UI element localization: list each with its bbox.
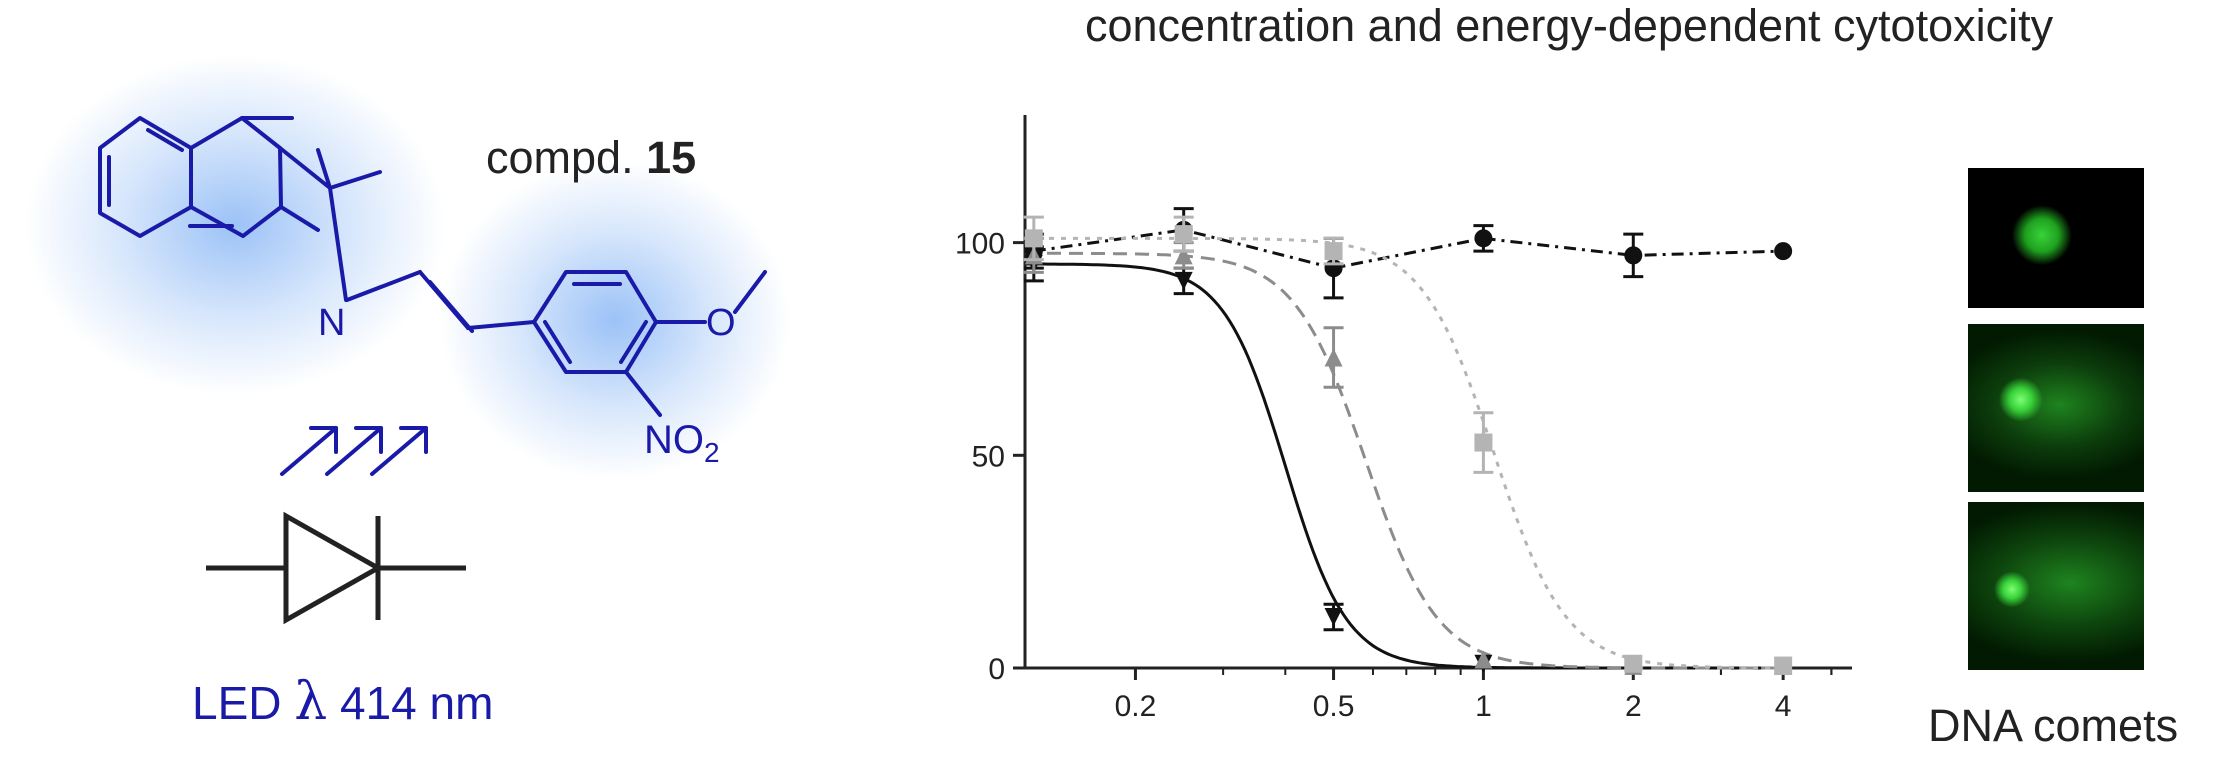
comet-panel-1 [1968,168,2144,308]
nitro-label: NO2 [644,418,720,469]
compound-number: 15 [646,132,697,183]
data-point-s3-3 [1324,348,1343,367]
series-2-line [1025,262,1784,670]
comet-panel-3 [1968,502,2144,670]
data-point-s3-2 [1174,246,1193,265]
glow-left [25,55,445,395]
data-point-s1-4 [1474,229,1493,248]
data-point-s4-3 [1324,242,1343,261]
data-point-s2-3 [1324,607,1343,626]
chart-fit-curves [1025,228,1784,670]
data-point-s4-2 [1174,225,1193,244]
led-wavelength: 414 nm [340,677,494,729]
x-tick-label: 0.2 [1115,690,1157,723]
data-point-s2-2 [1174,271,1193,290]
led-label: LED λ 414 nm [192,672,493,732]
data-point-s1-5 [1624,246,1643,265]
compound-label: compd. 15 [486,132,696,184]
x-tick-label: 0.5 [1313,690,1355,723]
x-tick-label: 2 [1625,690,1642,723]
data-point-s4-6 [1774,656,1793,675]
chart-axes: 0 50 100 0.2 0.5 1 2 4 [955,115,1852,723]
series-1-line [1033,228,1784,270]
oxygen-label: O [706,302,736,344]
comet-panel-2 [1968,324,2144,492]
compound-prefix: compd. [486,132,634,183]
nitro-subscript: 2 [704,437,720,468]
x-tick-label: 1 [1475,690,1492,723]
y-tick-label: 100 [955,228,1005,261]
lambda-symbol: λ [294,672,328,732]
chart-title: concentration and energy-dependent cytot… [1085,0,2054,51]
data-point-s4-5 [1624,654,1643,673]
series-3-line [1025,251,1784,670]
glow-right [440,160,790,480]
x-tick-label: 4 [1775,690,1792,723]
led-prefix: LED [192,677,282,729]
nitrogen-label: N [318,302,346,344]
y-tick-label: 50 [972,440,1005,473]
data-point-s4-1 [1024,229,1043,248]
comets-label: DNA comets [1928,700,2179,751]
chart-markers [1023,207,1793,675]
series-4-line [1025,236,1784,670]
data-point-s4-4 [1474,433,1493,452]
nitro-text: NO [644,418,704,462]
molecule-illustration [25,55,790,625]
structure-bonds [98,116,767,476]
y-tick-label: 0 [988,653,1005,686]
data-point-s3-4 [1474,650,1493,669]
data-point-s1-6 [1774,242,1793,261]
diode-symbol [206,511,466,625]
